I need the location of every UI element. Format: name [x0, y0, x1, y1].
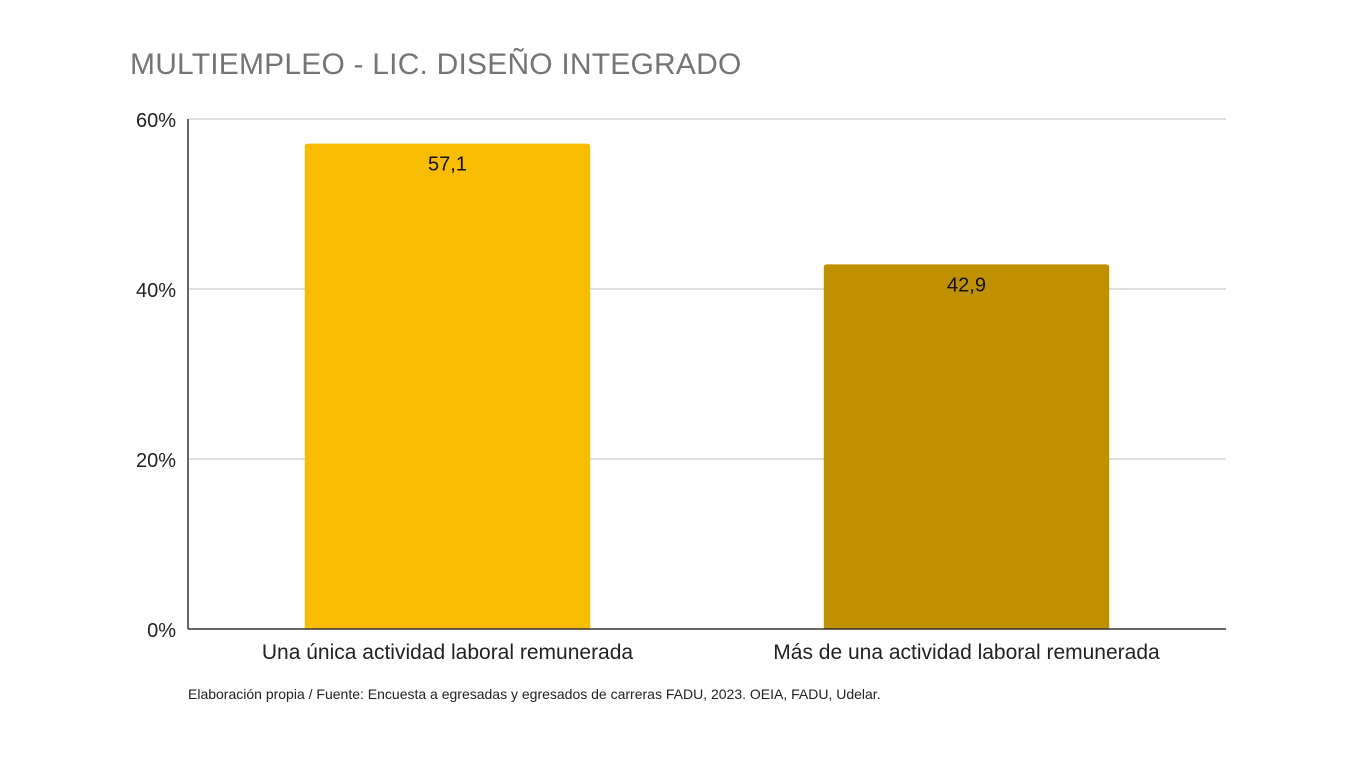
source-note: Elaboración propia / Fuente: Encuesta a …	[188, 686, 881, 702]
y-tick-label: 40%	[136, 280, 176, 302]
data-label: 57,1	[428, 154, 467, 176]
y-tick-labels: 0% 20% 40% 60%	[136, 110, 176, 642]
category-label: Una única actividad laboral remunerada	[262, 641, 634, 664]
category-labels: Una única actividad laboral remunerada Má…	[262, 641, 1160, 664]
bars	[304, 143, 1110, 629]
bar	[304, 143, 591, 629]
axes	[187, 119, 1226, 630]
data-labels: 57,1 42,9	[428, 154, 986, 297]
y-tick-label: 20%	[136, 450, 176, 472]
y-tick-label: 60%	[136, 110, 176, 132]
y-tick-label: 0%	[147, 620, 176, 642]
chart-title: MULTIEMPLEO - LIC. DISEÑO INTEGRADO	[130, 48, 742, 81]
data-label: 42,9	[947, 274, 986, 296]
bar	[823, 264, 1110, 629]
category-label: Más de una actividad laboral remunerada	[773, 641, 1160, 664]
